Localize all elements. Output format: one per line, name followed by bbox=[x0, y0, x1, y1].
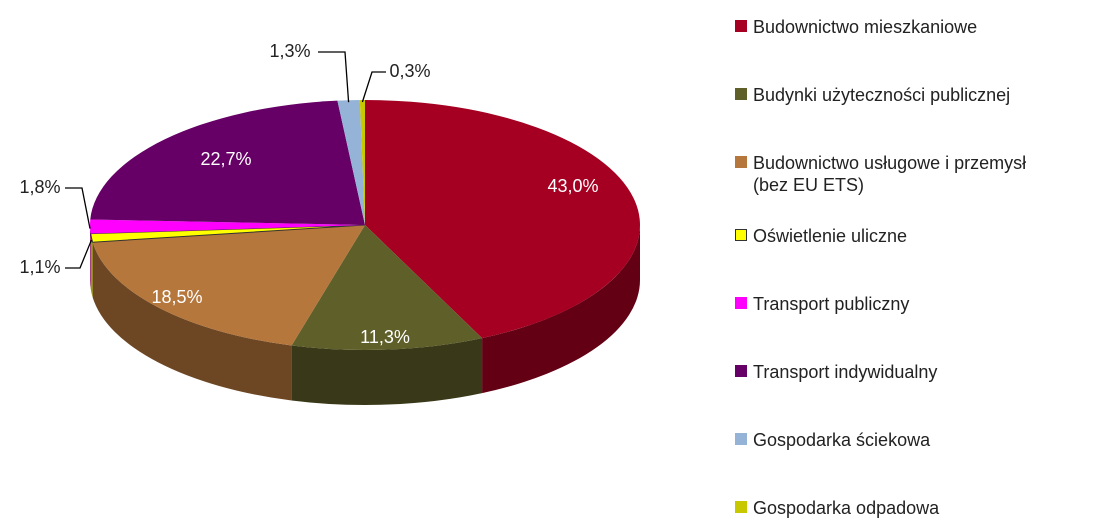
legend-item: Gospodarka odpadowa bbox=[735, 497, 1053, 519]
pie-slice bbox=[359, 100, 365, 225]
pie-side bbox=[482, 225, 640, 394]
legend-swatch bbox=[735, 365, 747, 377]
legend-swatch bbox=[735, 501, 747, 513]
legend-item: Oświetlenie uliczne bbox=[735, 225, 1053, 247]
pie-slice bbox=[92, 225, 365, 346]
legend-swatch bbox=[735, 156, 747, 168]
legend-item: Gospodarka ściekowa bbox=[735, 429, 1053, 451]
data-label: 0,3% bbox=[389, 61, 430, 81]
legend-swatch bbox=[735, 433, 747, 445]
pie-slice bbox=[90, 219, 366, 234]
pie-side bbox=[291, 338, 483, 405]
data-label: 1,3% bbox=[269, 41, 310, 61]
legend-label: Transport indywidualny bbox=[753, 362, 938, 382]
pie-slice bbox=[337, 100, 365, 225]
legend-label: Oświetlenie uliczne bbox=[753, 226, 908, 246]
legend-swatch bbox=[735, 229, 747, 241]
legend-item: Transport indywidualny bbox=[735, 361, 1053, 383]
legend-item: Transport publiczny bbox=[735, 293, 1053, 315]
pie-slice bbox=[291, 225, 483, 350]
data-label: 18,5% bbox=[151, 287, 202, 307]
legend-label: Budynki użyteczności publicznej bbox=[753, 85, 1011, 105]
data-label: 1,1% bbox=[19, 257, 60, 277]
leader-line bbox=[65, 187, 91, 229]
data-label: 22,7% bbox=[200, 149, 251, 169]
data-label: 43,0% bbox=[547, 176, 598, 196]
legend-label: Transport publiczny bbox=[753, 294, 910, 314]
data-label: 11,3% bbox=[360, 327, 410, 347]
legend-swatch bbox=[735, 20, 747, 32]
leader-line bbox=[361, 71, 386, 103]
legend-label: Budownictwo usługowe i przemysł (bez EU … bbox=[753, 153, 1027, 195]
legend-label: Gospodarka ściekowa bbox=[753, 430, 931, 450]
pie-slice bbox=[90, 224, 366, 243]
legend-item: Budynki użyteczności publicznej bbox=[735, 84, 1053, 106]
legend-item: Budownictwo usługowe i przemysł (bez EU … bbox=[735, 152, 1053, 196]
legend-swatch bbox=[735, 297, 747, 309]
data-label: 1,8% bbox=[19, 177, 60, 197]
legend-item: Budownictwo mieszkaniowe bbox=[735, 16, 1053, 38]
pie-side bbox=[90, 233, 93, 298]
pie-slice bbox=[365, 100, 641, 339]
pie-side bbox=[92, 242, 292, 401]
pie-slice bbox=[90, 100, 366, 225]
legend-label: Budownictwo mieszkaniowe bbox=[753, 17, 978, 37]
leader-line bbox=[318, 51, 350, 103]
legend-swatch bbox=[735, 88, 747, 100]
legend-label: Gospodarka odpadowa bbox=[753, 498, 940, 518]
leader-line bbox=[65, 239, 93, 269]
